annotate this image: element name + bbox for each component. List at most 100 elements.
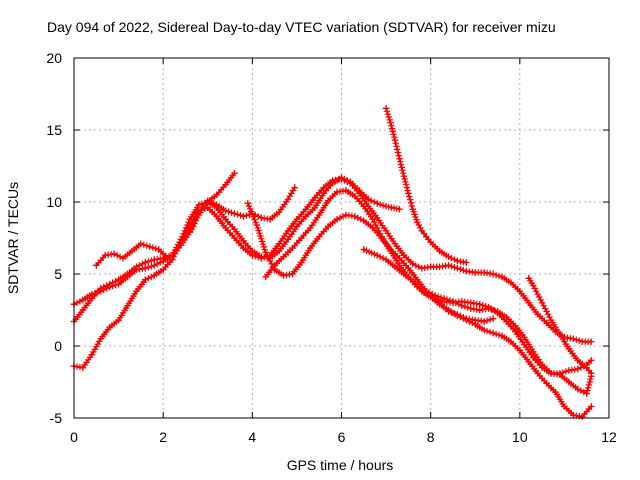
data-point: [266, 216, 274, 223]
data-point: [587, 357, 595, 364]
data-point: [342, 187, 350, 194]
y-axis-label: SDTVAR / TECUs: [5, 182, 21, 294]
data-point: [418, 288, 425, 295]
data-point: [168, 252, 176, 259]
data-point: [543, 380, 550, 387]
data-point: [400, 252, 408, 259]
data-point: [298, 259, 305, 266]
data-point: [538, 299, 546, 306]
data-point: [516, 288, 524, 295]
chart-title: Day 094 of 2022, Sidereal Day-to-day VTE…: [47, 19, 556, 35]
data-point: [400, 270, 408, 278]
data-point: [195, 201, 203, 209]
x-tick-label: 8: [427, 429, 435, 445]
data-point: [307, 224, 314, 232]
data-point: [262, 273, 269, 281]
data-point: [177, 236, 185, 243]
data-point: [547, 316, 555, 324]
data-point: [489, 329, 497, 337]
data-point: [240, 213, 247, 220]
data-point: [574, 357, 581, 364]
data-point: [97, 335, 104, 342]
data-point: [142, 276, 149, 283]
x-tick-label: 2: [159, 429, 167, 445]
data-point: [351, 193, 359, 200]
data-point: [222, 207, 229, 214]
data-point: [115, 276, 122, 283]
data-point: [579, 413, 586, 420]
data-point: [382, 203, 390, 210]
data-point: [521, 334, 528, 341]
data-point: [249, 252, 256, 259]
data-point: [284, 195, 292, 203]
data-point: [565, 345, 573, 353]
data-point: [382, 256, 390, 263]
data-point: [88, 351, 96, 358]
data-point: [133, 288, 140, 295]
data-point: [275, 247, 283, 255]
data-point: [262, 249, 269, 256]
data-point: [467, 305, 474, 312]
data-point: [231, 234, 238, 242]
data-point: [79, 296, 87, 304]
data-point: [289, 244, 296, 252]
data-point: [454, 265, 461, 272]
data-point: [538, 361, 546, 368]
data-point: [373, 200, 381, 207]
data-point: [128, 247, 136, 255]
data-point: [324, 223, 332, 230]
data-point: [79, 364, 87, 371]
series-trace-1: [70, 170, 238, 371]
data-point: [414, 276, 421, 283]
data-point: [454, 257, 461, 265]
data-point: [320, 190, 327, 197]
data-point: [512, 322, 519, 330]
y-tick-label: 10: [46, 194, 62, 210]
series-trace-5: [186, 175, 595, 345]
x-tick-label: 0: [70, 429, 78, 445]
data-point: [240, 244, 247, 252]
data-point: [574, 365, 581, 373]
data-point: [119, 254, 127, 262]
data-point: [436, 263, 443, 270]
data-point: [106, 280, 113, 288]
data-point: [414, 218, 421, 226]
data-point: [124, 302, 131, 309]
data-point: [258, 214, 265, 222]
data-point: [570, 411, 577, 419]
data-point: [543, 319, 550, 327]
data-point: [458, 302, 466, 309]
data-point: [204, 198, 211, 206]
x-tick-label: 12: [601, 429, 617, 445]
data-point: [316, 211, 323, 219]
data-point: [280, 253, 287, 260]
data-point: [489, 315, 497, 322]
data-point: [275, 208, 283, 216]
grid: [74, 58, 609, 418]
y-tick-label: 20: [46, 50, 62, 66]
data-point: [530, 282, 537, 289]
data-point: [565, 378, 573, 386]
data-point: [507, 279, 515, 286]
data-point: [418, 265, 425, 272]
data-point: [133, 263, 140, 270]
data-point: [240, 237, 247, 245]
series-markers: [262, 187, 595, 377]
data-point: [329, 177, 336, 184]
data-point: [311, 204, 318, 211]
data-point: [587, 403, 595, 410]
data-point: [436, 247, 443, 255]
data-point: [503, 314, 510, 321]
data-point: [534, 311, 541, 318]
data-point: [525, 299, 532, 306]
data-point: [476, 306, 483, 314]
series-trace-9: [382, 105, 470, 266]
data-point: [507, 338, 515, 345]
data-point: [316, 233, 323, 240]
data-point: [525, 275, 532, 282]
data-point: [244, 200, 252, 207]
data-point: [391, 263, 399, 270]
data-point: [423, 233, 430, 240]
data-point: [302, 206, 310, 213]
